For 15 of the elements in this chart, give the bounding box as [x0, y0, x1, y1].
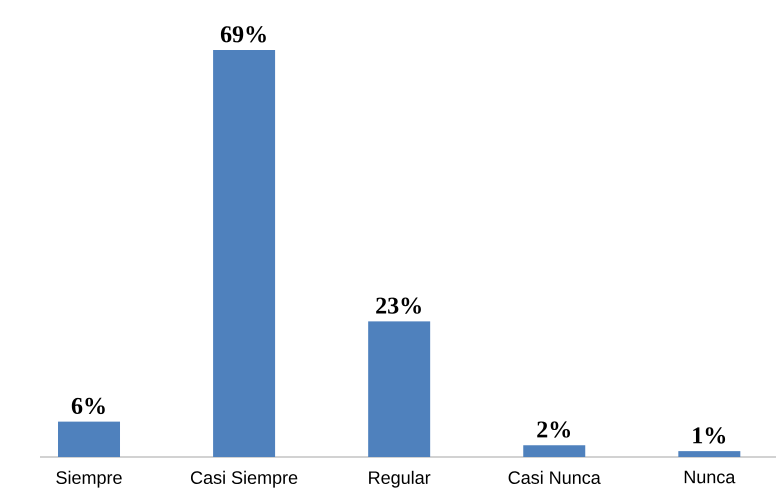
bar — [58, 422, 120, 458]
bar — [368, 321, 430, 458]
x-tick-label: Nunca — [684, 470, 736, 484]
bar — [678, 451, 740, 458]
bar — [213, 50, 276, 458]
x-tick-label: Siempre — [56, 470, 122, 488]
data-label: 23% — [376, 298, 421, 314]
bar — [523, 445, 586, 458]
data-label: 1% — [693, 427, 726, 444]
data-label: 2% — [537, 421, 570, 438]
data-label: 69% — [220, 26, 266, 42]
data-label: 6% — [72, 398, 105, 414]
x-tick-label: Casi Siempre — [190, 470, 298, 488]
x-tick-label: Regular — [369, 470, 430, 488]
x-tick-label: Casi Nunca — [508, 470, 601, 484]
